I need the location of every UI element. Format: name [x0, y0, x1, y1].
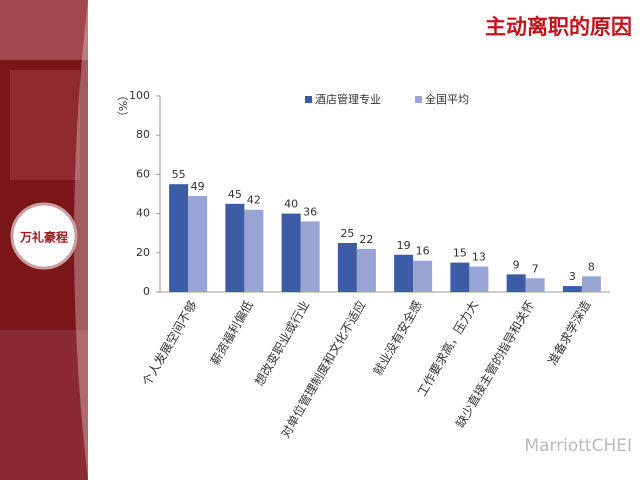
- bar: [581, 276, 601, 292]
- bar: [356, 248, 376, 292]
- bar: [188, 195, 208, 292]
- y-tick-label: 80: [136, 128, 150, 141]
- legend-label: 全国平均: [425, 92, 469, 106]
- bar: [394, 254, 414, 292]
- data-label: 42: [247, 194, 261, 207]
- data-label: 55: [172, 168, 186, 181]
- y-tick-label: 0: [143, 285, 150, 298]
- x-tick-label: 想改变职业或行业: [251, 298, 312, 389]
- bar: [525, 278, 545, 292]
- side-photo: [10, 70, 80, 180]
- bar: [281, 213, 301, 292]
- chart-title: 主动离职的原因: [485, 15, 632, 39]
- logo-circle: [10, 202, 78, 270]
- x-tick-label: 就业没有安全感: [370, 298, 425, 378]
- bar: [337, 243, 357, 292]
- data-label: 7: [532, 262, 539, 275]
- y-tick-label: 100: [129, 89, 150, 102]
- x-tick-label: 个人发展空间不够: [139, 298, 200, 389]
- data-label: 36: [303, 205, 317, 218]
- side-photo: [0, 0, 88, 60]
- bar: [413, 260, 433, 292]
- y-tick-label: 60: [136, 167, 150, 180]
- data-label: 19: [397, 239, 411, 252]
- legend-label: 酒店管理专业: [315, 92, 381, 106]
- bar: [169, 184, 189, 292]
- y-tick-label: 20: [136, 246, 150, 259]
- bar: [225, 203, 245, 292]
- y-tick-label: 40: [136, 207, 150, 220]
- x-tick-label: 工作要求高，压力大: [414, 298, 481, 399]
- data-label: 49: [191, 180, 205, 193]
- legend-swatch: [415, 96, 422, 103]
- watermark: MarriottCHEI: [524, 436, 632, 456]
- panel-curve: [74, 0, 88, 480]
- bar: [506, 274, 526, 292]
- y-axis-label: （%）: [116, 90, 129, 122]
- data-label: 45: [228, 188, 242, 201]
- bar: [450, 262, 470, 292]
- data-label: 3: [569, 270, 576, 283]
- bar: [469, 266, 489, 292]
- data-label: 15: [453, 247, 467, 260]
- data-label: 13: [472, 251, 486, 264]
- x-tick-label: 薪资福利偏低: [207, 298, 256, 368]
- x-tick-label: 准备求学深造: [545, 298, 594, 368]
- logo-text: 万礼豪程: [19, 230, 68, 245]
- legend-swatch: [305, 96, 312, 103]
- data-label: 8: [588, 260, 595, 273]
- bar: [562, 286, 582, 292]
- bar: [300, 221, 320, 292]
- side-photo: [0, 330, 88, 480]
- bar: [244, 209, 264, 292]
- data-label: 25: [340, 227, 354, 240]
- data-label: 40: [284, 198, 298, 211]
- data-label: 22: [359, 233, 373, 246]
- data-label: 9: [513, 258, 520, 271]
- data-label: 16: [416, 245, 430, 258]
